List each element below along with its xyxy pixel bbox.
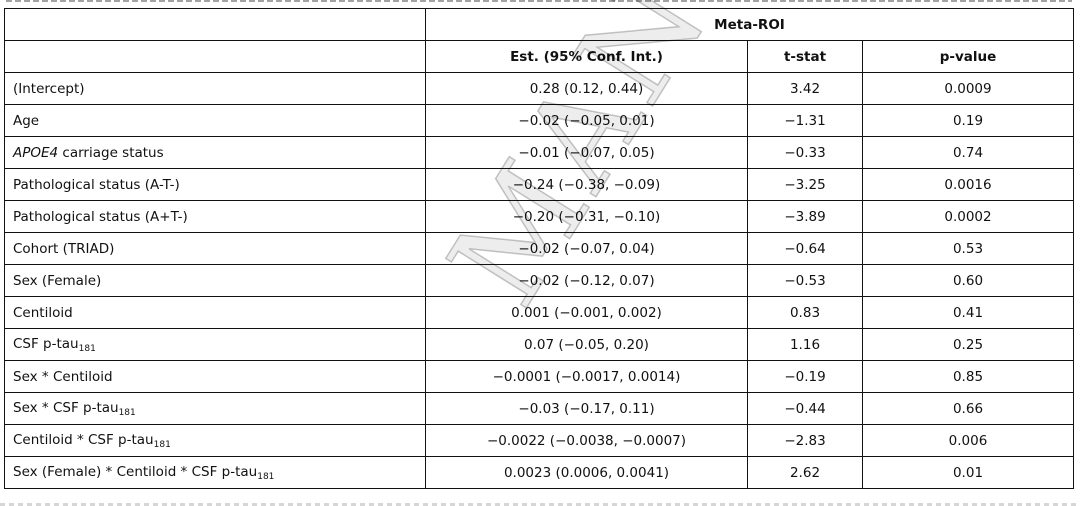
p-value-cell: 0.53 (862, 232, 1074, 265)
estimate-cell: −0.03 (−0.17, 0.11) (425, 392, 748, 425)
row-label: CSF p-tau181 (4, 328, 426, 361)
table-row: Age −0.02 (−0.05, 0.01) −1.31 0.19 (4, 104, 1074, 137)
table-row: Sex * Centiloid −0.0001 (−0.0017, 0.0014)… (4, 360, 1074, 393)
t-stat-cell: −0.19 (747, 360, 863, 393)
table-row: Centiloid * CSF p-tau181 −0.0022 (−0.0038… (4, 424, 1074, 457)
t-stat-cell: −3.89 (747, 200, 863, 233)
row-label-text: Sex * Centiloid (13, 368, 113, 385)
group-header-row: Meta-ROI (4, 8, 1074, 41)
row-label-text: Sex * CSF p-tau (13, 399, 119, 416)
table-row: Pathological status (A+T-) −0.20 (−0.31, … (4, 200, 1074, 233)
t-stat-cell: −0.64 (747, 232, 863, 265)
column-header-p-value: p-value (862, 40, 1074, 73)
estimate-cell: −0.02 (−0.12, 0.07) (425, 264, 748, 297)
row-label-text: Centiloid * CSF p-tau (13, 431, 154, 448)
row-label: Sex * Centiloid (4, 360, 426, 393)
row-label: Age (4, 104, 426, 137)
row-label-text: CSF p-tau (13, 335, 79, 352)
t-stat-cell: −0.33 (747, 136, 863, 169)
estimate-cell: 0.0023 (0.0006, 0.0041) (425, 456, 748, 489)
table-row: APOE4 carriage status −0.01 (−0.07, 0.05)… (4, 136, 1074, 169)
table-row: Pathological status (A-T-) −0.24 (−0.38, … (4, 168, 1074, 201)
row-label-text: Pathological status (A+T-) (13, 208, 188, 225)
row-label: Pathological status (A-T-) (4, 168, 426, 201)
estimate-cell: −0.02 (−0.07, 0.04) (425, 232, 748, 265)
row-label-subscript: 181 (118, 407, 136, 418)
row-label-text: Centiloid (13, 304, 73, 321)
cut-off-caption (0, 0, 1080, 6)
column-header-estimate: Est. (95% Conf. Int.) (425, 40, 748, 73)
cut-off-footnote (0, 503, 1080, 506)
t-stat-cell: 2.62 (747, 456, 863, 489)
column-header-t-stat: t-stat (747, 40, 863, 73)
table-row: Centiloid 0.001 (−0.001, 0.002) 0.83 0.41 (4, 296, 1074, 329)
p-value-cell: 0.0009 (862, 72, 1074, 105)
row-label: Sex (Female) * Centiloid * CSF p-tau181 (4, 456, 426, 489)
estimate-cell: −0.24 (−0.38, −0.09) (425, 168, 748, 201)
t-stat-cell: 3.42 (747, 72, 863, 105)
p-value-cell: 0.66 (862, 392, 1074, 425)
t-stat-cell: −1.31 (747, 104, 863, 137)
regression-table: Meta-ROI Est. (95% Conf. Int.) t-stat p-… (4, 8, 1074, 489)
row-label: Pathological status (A+T-) (4, 200, 426, 233)
p-value-cell: 0.0002 (862, 200, 1074, 233)
t-stat-cell: −0.53 (747, 264, 863, 297)
row-label: (Intercept) (4, 72, 426, 105)
empty-header-cell (4, 40, 426, 73)
estimate-cell: −0.01 (−0.07, 0.05) (425, 136, 748, 169)
row-label-text: (Intercept) (13, 80, 85, 97)
row-label-text: Sex (Female) (13, 272, 102, 289)
row-label-subscript: 181 (153, 439, 171, 450)
t-stat-cell: −0.44 (747, 392, 863, 425)
row-label: Sex * CSF p-tau181 (4, 392, 426, 425)
row-label: Centiloid (4, 296, 426, 329)
row-label-text: APOE4 (13, 144, 59, 161)
row-label-rest: carriage status (58, 144, 164, 161)
p-value-cell: 0.60 (862, 264, 1074, 297)
estimate-cell: −0.02 (−0.05, 0.01) (425, 104, 748, 137)
table-row: (Intercept) 0.28 (0.12, 0.44) 3.42 0.0009 (4, 72, 1074, 105)
row-label-text: Sex (Female) * Centiloid * CSF p-tau (13, 463, 258, 480)
row-label: APOE4 carriage status (4, 136, 426, 169)
p-value-cell: 0.01 (862, 456, 1074, 489)
row-label-subscript: 181 (257, 471, 275, 482)
row-label: Sex (Female) (4, 264, 426, 297)
p-value-cell: 0.25 (862, 328, 1074, 361)
row-label-text: Age (13, 112, 40, 129)
table-row: Sex (Female) −0.02 (−0.12, 0.07) −0.53 0.60 (4, 264, 1074, 297)
p-value-cell: 0.85 (862, 360, 1074, 393)
t-stat-cell: 0.83 (747, 296, 863, 329)
column-header-row: Est. (95% Conf. Int.) t-stat p-value (4, 40, 1074, 73)
t-stat-cell: −2.83 (747, 424, 863, 457)
row-label: Cohort (TRIAD) (4, 232, 426, 265)
estimate-cell: −0.20 (−0.31, −0.10) (425, 200, 748, 233)
row-label: Centiloid * CSF p-tau181 (4, 424, 426, 457)
estimate-cell: 0.28 (0.12, 0.44) (425, 72, 748, 105)
row-label-text: Pathological status (A-T-) (13, 176, 180, 193)
t-stat-cell: 1.16 (747, 328, 863, 361)
estimate-cell: 0.07 (−0.05, 0.20) (425, 328, 748, 361)
p-value-cell: 0.006 (862, 424, 1074, 457)
table-row: Sex (Female) * Centiloid * CSF p-tau181 0… (4, 456, 1074, 489)
t-stat-cell: −3.25 (747, 168, 863, 201)
estimate-cell: −0.0001 (−0.0017, 0.0014) (425, 360, 748, 393)
p-value-cell: 0.19 (862, 104, 1074, 137)
table-row: Sex * CSF p-tau181 −0.03 (−0.17, 0.11) −0.… (4, 392, 1074, 425)
empty-header-cell (4, 8, 426, 41)
estimate-cell: −0.0022 (−0.0038, −0.0007) (425, 424, 748, 457)
row-label-subscript: 181 (78, 343, 96, 354)
group-header: Meta-ROI (425, 8, 1074, 41)
table-row: Cohort (TRIAD) −0.02 (−0.07, 0.04) −0.64 0.… (4, 232, 1074, 265)
p-value-cell: 0.41 (862, 296, 1074, 329)
p-value-cell: 0.74 (862, 136, 1074, 169)
p-value-cell: 0.0016 (862, 168, 1074, 201)
estimate-cell: 0.001 (−0.001, 0.002) (425, 296, 748, 329)
row-label-text: Cohort (TRIAD) (13, 240, 115, 257)
table-row: CSF p-tau181 0.07 (−0.05, 0.20) 1.16 0.25 (4, 328, 1074, 361)
